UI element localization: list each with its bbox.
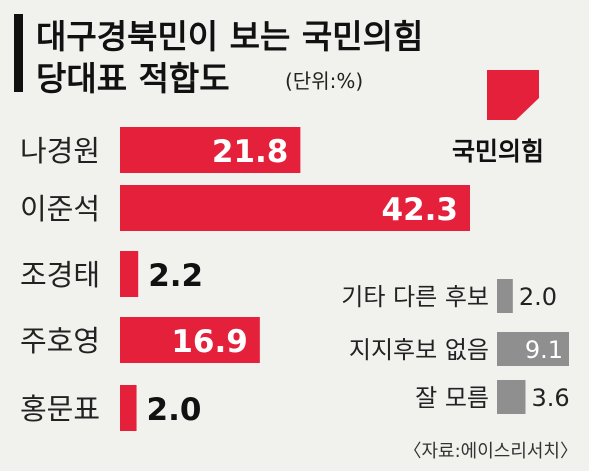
category-label: 잘 모름 [415,384,489,412]
category-label: 주호영 [20,324,100,358]
bar [497,279,513,313]
data-label: 21.8 [212,134,289,170]
data-label: 42.3 [382,192,459,228]
data-label: 2.0 [519,283,557,311]
title-accent-bar [14,14,23,92]
chart-title-line2: 당대표 적합도 [36,59,230,98]
unit-label: (단위:%) [285,69,363,93]
bar [497,380,526,414]
category-label: 이준석 [20,192,100,226]
data-label: 3.6 [531,384,569,412]
category-label: 지지후보 없음 [349,336,489,364]
chart-title-line1: 대구경북민이 보는 국민의힘 [36,17,423,56]
bar [120,185,470,231]
bar [120,251,139,297]
bar [120,317,260,363]
other-response-bars: 기타 다른 후보 2.0 지지후보 없음 9.1 잘 모름 3.6 [341,279,570,414]
category-label: 기타 다른 후보 [341,283,489,311]
data-label: 2.2 [148,258,203,294]
category-label: 조경태 [20,258,100,292]
data-label: 16.9 [171,324,248,360]
bar [497,332,569,366]
data-label: 9.1 [525,336,563,364]
party-logo-mark [487,70,539,120]
bar [120,385,137,431]
category-label: 홍문표 [20,392,100,426]
bar [120,127,301,173]
party-logo: 국민의힘 [452,70,544,166]
source-note: 〈자료:에이스리서치〉 [403,441,578,462]
party-logo-text: 국민의힘 [452,137,544,166]
category-label: 나경원 [20,134,100,168]
data-label: 2.0 [147,392,202,428]
candidate-bars: 나경원 21.8 이준석 42.3 조경태 2.2 주호영 16.9 홍문표 2.0 [20,127,470,431]
